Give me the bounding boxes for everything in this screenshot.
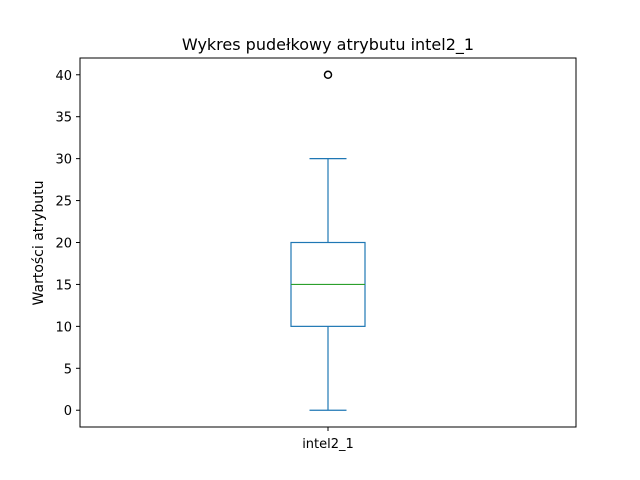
outlier-point bbox=[323, 70, 333, 80]
y-tick-label: 30 bbox=[55, 153, 72, 168]
y-tick-label: 25 bbox=[55, 195, 72, 210]
y-tick-label: 20 bbox=[55, 237, 72, 252]
box-intel2_1 bbox=[290, 70, 366, 411]
y-tick-label: 40 bbox=[55, 69, 72, 84]
y-tick-label: 35 bbox=[55, 111, 72, 126]
box-series bbox=[290, 70, 366, 411]
y-tick-label: 15 bbox=[55, 278, 72, 293]
y-tick-label: 0 bbox=[64, 404, 72, 419]
y-tick-label: 10 bbox=[55, 320, 72, 335]
y-tick-label: 5 bbox=[64, 362, 72, 377]
y-axis-label: Wartości atrybutu bbox=[31, 181, 47, 306]
x-tick-label: intel2_1 bbox=[302, 437, 354, 452]
y-axis: 0 5 10 15 20 25 30 35 40 bbox=[55, 69, 80, 419]
chart-title: Wykres pudełkowy atrybutu intel2_1 bbox=[182, 35, 474, 55]
x-axis: intel2_1 bbox=[302, 427, 354, 452]
